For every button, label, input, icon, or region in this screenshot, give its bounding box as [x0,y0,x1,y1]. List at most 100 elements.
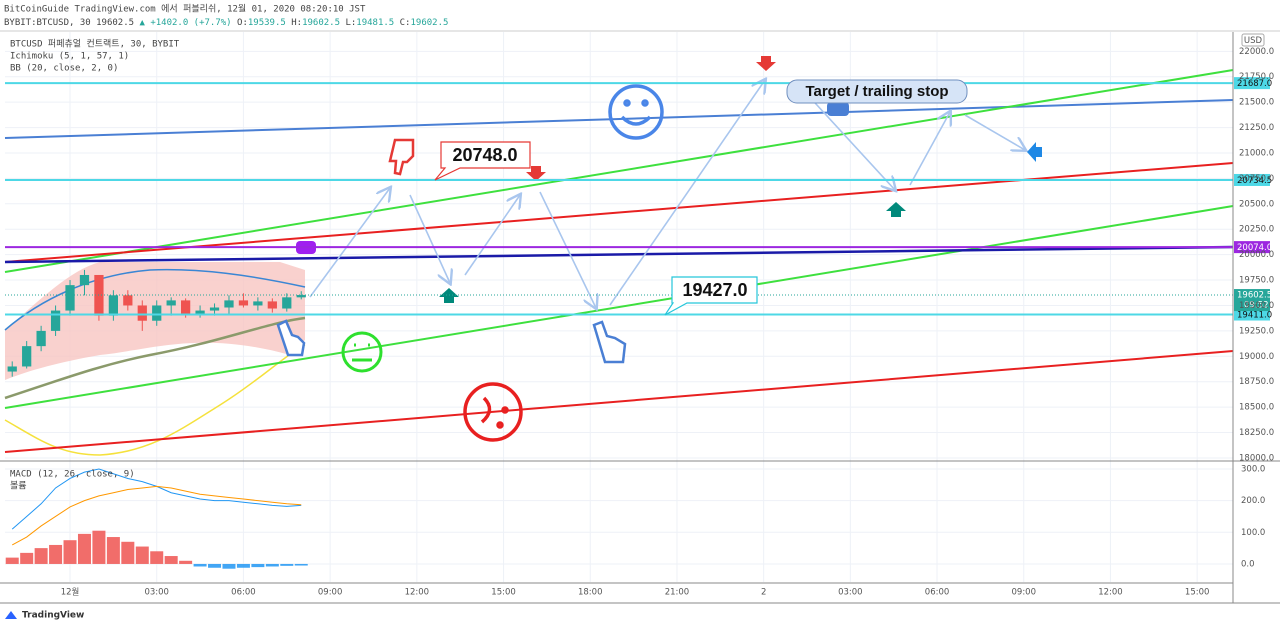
ohlc-value: 19602.5 [302,18,340,28]
y-tick-label: 21000.0 [1239,148,1274,158]
bot-icon [827,102,849,116]
x-tick-label: 12:00 [1098,588,1123,598]
price-label: 21687.0 [1237,79,1272,89]
candle-body [224,300,234,308]
arrow-left [1027,142,1042,162]
x-tick-label: 2 [761,588,766,598]
macd-histogram-bar [121,541,135,564]
trend-line [4,350,1234,453]
x-tick-label: 15:00 [1185,588,1210,598]
path-arrow [609,80,765,306]
y-tick-label: 21250.0 [1239,123,1274,133]
logo-text: TradingView [22,611,84,621]
macd-histogram-bar [106,537,120,564]
x-tick-label: 09:00 [1012,588,1037,598]
candle-body [22,346,32,367]
y-tick-label: 21500.0 [1239,98,1274,108]
neutral-face [341,331,383,373]
ohlc-value: 19539.5 [248,18,286,28]
trend-line [4,245,1234,264]
x-tick-label: 03:00 [144,588,169,598]
x-tick-label: 21:00 [665,588,690,598]
ohlc-label: L: [345,18,356,28]
drawings [4,56,1234,456]
price-label-box [1234,241,1270,254]
logo-icon [5,611,17,619]
x-tick-label: 09:00 [318,588,343,598]
y-tick-label: 18750.0 [1239,377,1274,387]
macd-histogram-bar [265,563,279,567]
path-arrow [804,91,895,190]
change: ▲ +1402.0 (+7.7%) [139,18,231,28]
x-tick-label: 06:00 [925,588,950,598]
currency-box [1241,33,1265,47]
y-tick-label: 18250.0 [1239,428,1274,438]
trend-line [4,99,1234,139]
ohlc-label: H: [291,18,302,28]
path-arrow [464,195,520,276]
symbol: BYBIT:BTCUSD, 30 [4,18,91,28]
publish-line: BitCoinGuide TradingView.com 에서 퍼블리쉬, 12… [4,3,366,15]
macd-histogram-bar [164,556,178,564]
hand-icon [592,320,627,364]
x-tick-label: 12:00 [405,588,430,598]
macd-histogram-bar [222,563,236,569]
macd-histogram-bar [208,563,222,568]
ichimoku-cloud [5,262,305,380]
candle-body [238,300,249,306]
price-label: 20074.0 [1237,243,1272,253]
sad-face [463,382,523,442]
x-tick-label: 03:00 [838,588,863,598]
callout-text: 20748.0 [452,145,517,165]
callout-box [434,141,531,181]
candle-body [79,274,90,286]
macd-histogram-bar [236,563,250,568]
macd-histogram-bar [251,563,265,568]
macd-histogram-bar [5,557,19,564]
y-tick-label: 18000.0 [1239,453,1274,463]
price-label-box [1234,173,1270,186]
candle-body [209,307,220,311]
arrow-down [756,56,776,71]
legend: Ichimoku (5, 1, 57, 1) [10,52,129,62]
candle-body [65,285,75,311]
candle-body [123,295,133,306]
y2-tick-label: 0.0 [1241,559,1255,569]
legend: 볼륨 [10,481,27,492]
grid [5,32,1233,582]
x-tick-label: 12월 [61,587,80,598]
path-arrow [409,194,450,283]
path-arrow [309,188,390,298]
candle-body [282,297,292,309]
candle-body [137,305,147,321]
candle-body [36,330,46,347]
symbol-line: BYBIT:BTCUSD, 30 19602.5 ▲ +1402.0 (+7.7… [4,18,448,28]
currency: USD [1244,36,1263,46]
y-tick-label: 19750.0 [1239,276,1274,286]
trend-line [4,69,1234,273]
macd-histogram-bar [193,563,207,567]
x-tick-label: 15:00 [491,588,516,598]
macd-histogram-bar [34,548,48,564]
candle-body [166,300,176,306]
marks: 21687.0 20734.5 20074.0 19411.0 19602.509:52 [5,77,1272,569]
candle-body [296,295,306,298]
candle-body [50,310,61,331]
macd-histogram-bar [63,540,77,564]
y-tick-label: 21750.0 [1239,72,1274,82]
legend: BTCUSD 퍼페츄얼 컨트랙트, 30, BYBIT [10,39,180,50]
macd-histogram-bar [135,546,149,564]
price-label: 20734.5 [1237,176,1272,186]
ohlc-value: 19481.5 [356,18,394,28]
ohlc-label: O: [237,18,248,28]
path-arrow [964,114,1025,150]
y2-tick-label: 200.0 [1241,496,1265,506]
y-tick-label: 20750.0 [1239,174,1274,184]
y-tick-label: 19000.0 [1239,352,1274,362]
y2-tick-label: 300.0 [1241,464,1265,474]
y-tick-label: 19500.0 [1239,301,1274,311]
y-tick-label: 20000.0 [1239,250,1274,260]
candle-body [152,305,162,321]
candle-body [267,301,277,309]
